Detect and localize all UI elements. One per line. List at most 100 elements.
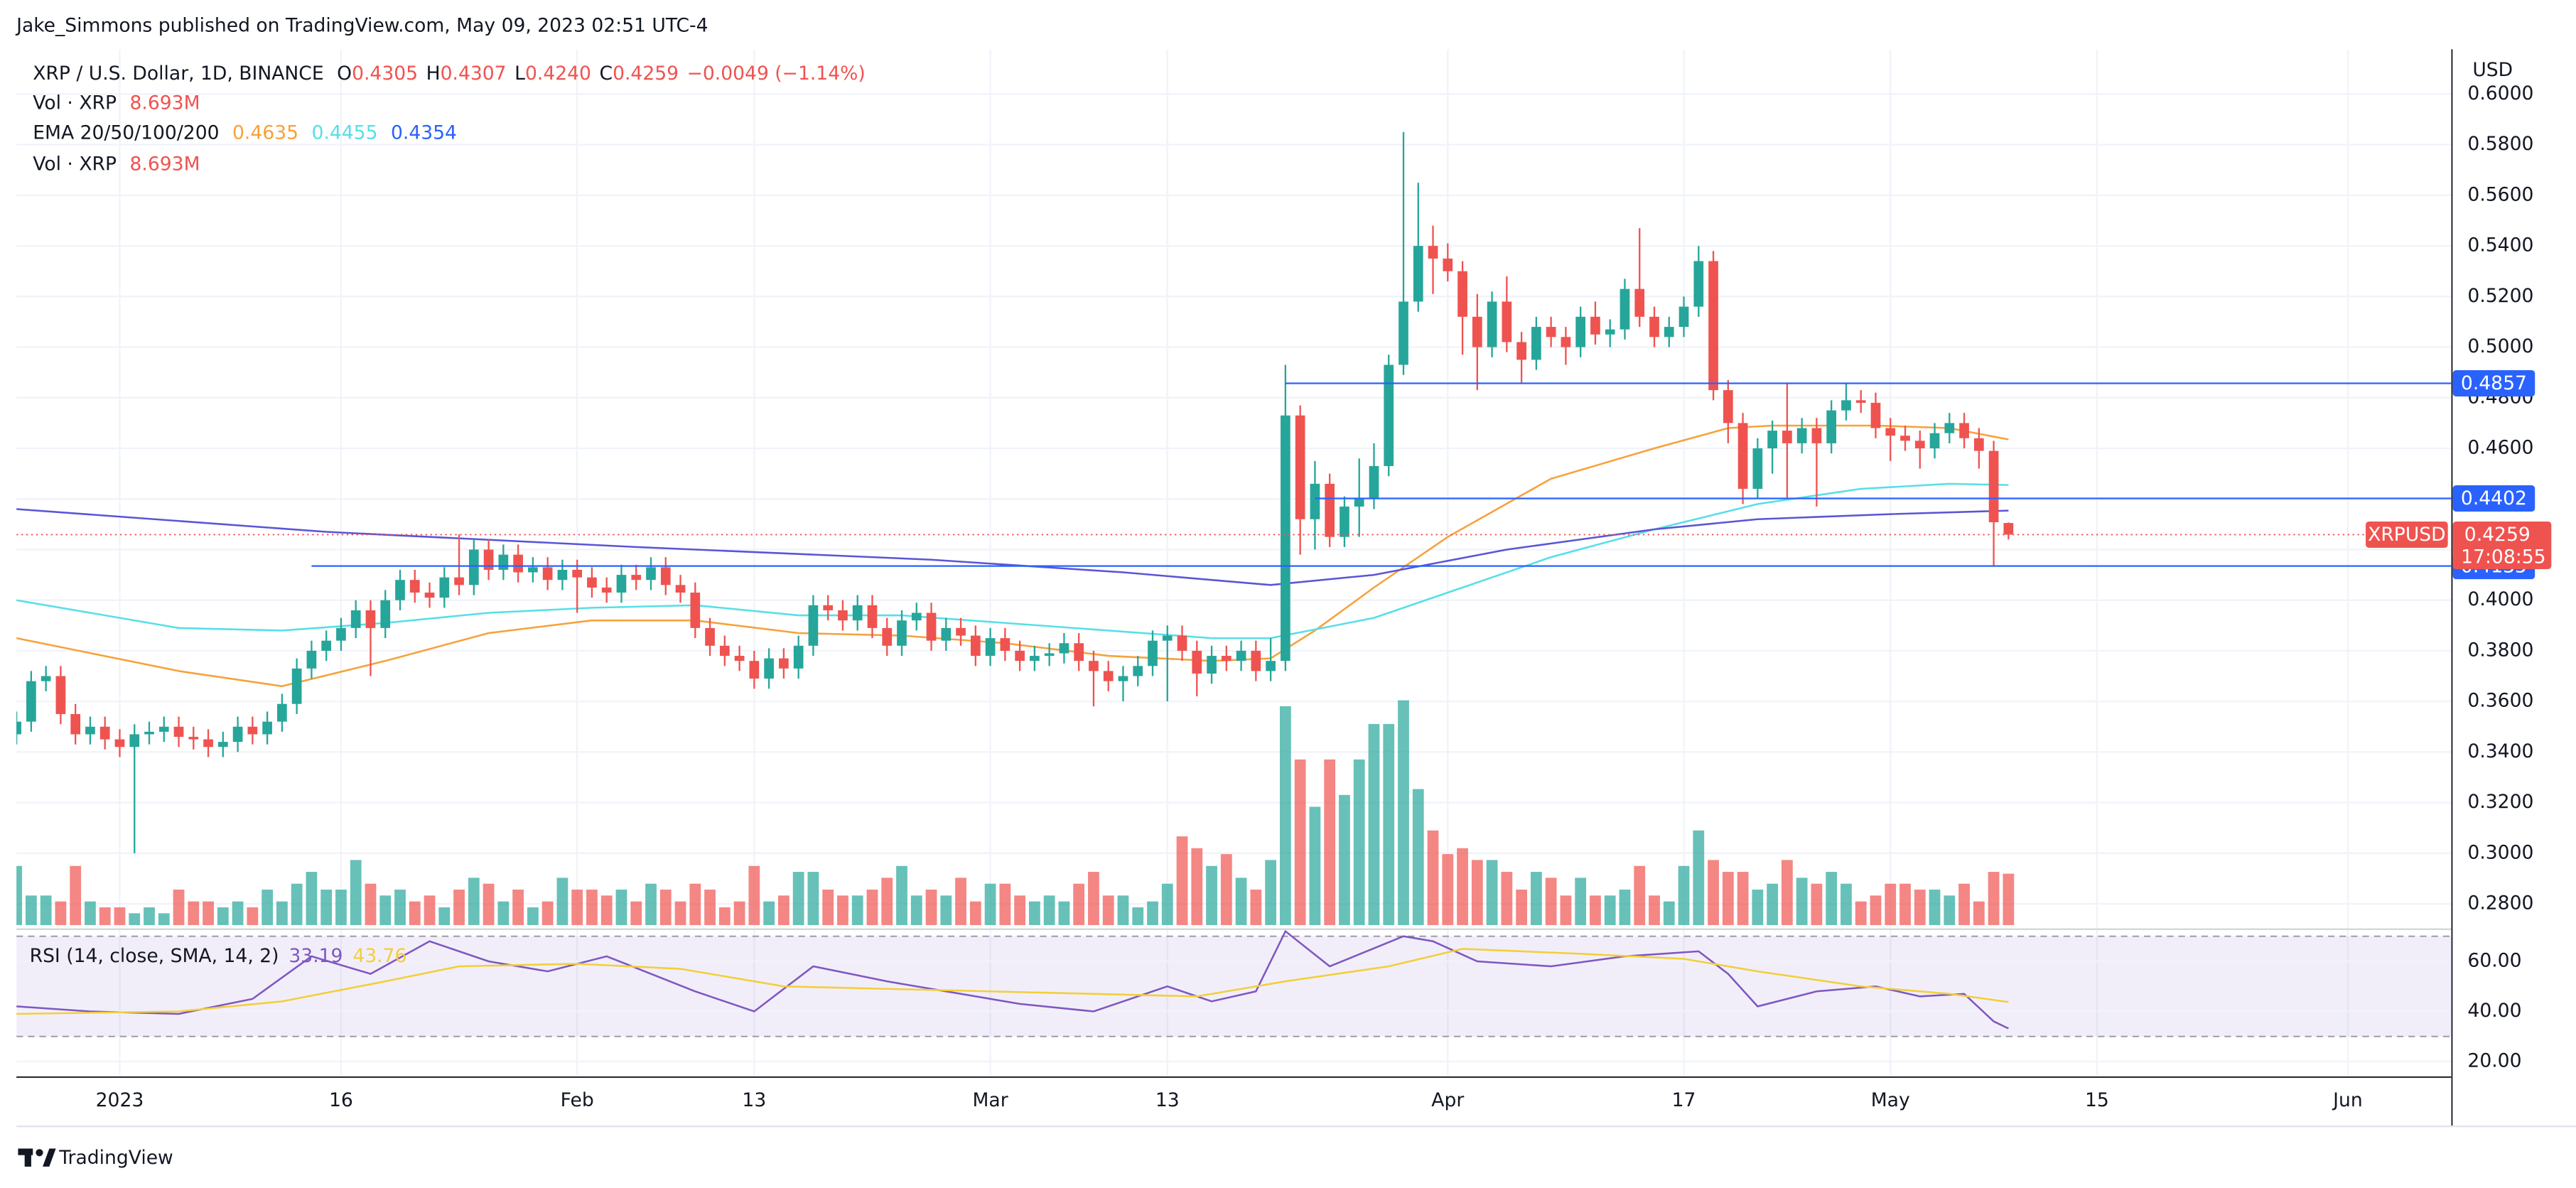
candle-body	[1015, 650, 1025, 662]
candle-body	[1340, 506, 1349, 537]
candle-body	[587, 577, 597, 588]
candle-body	[468, 549, 479, 585]
volume-bar	[1929, 890, 1941, 925]
volume-bar	[232, 901, 244, 925]
candle-body	[660, 567, 671, 585]
candle-body	[114, 739, 125, 747]
volume-bar	[1501, 872, 1513, 925]
volume-bar	[674, 901, 686, 925]
volume-bar	[571, 890, 583, 925]
candle-body	[1929, 433, 1940, 449]
candle-body	[675, 585, 686, 593]
candle-body	[454, 577, 464, 585]
ema-value: 0.4354	[391, 122, 457, 144]
candle-body	[99, 726, 110, 740]
rsi-tick-label: 40.00	[2467, 1000, 2521, 1022]
y-tick-label: 0.6000	[2467, 82, 2533, 104]
volume-bar	[1899, 883, 1911, 925]
candle-body	[867, 605, 878, 628]
candle-body	[439, 577, 450, 598]
candle-body	[1030, 656, 1040, 662]
volume-bar	[1530, 872, 1542, 925]
candle-body	[572, 569, 583, 578]
brand: TradingView	[58, 1147, 173, 1169]
countdown: 17:08:55	[2461, 546, 2545, 568]
volume-bar	[1043, 895, 1055, 925]
volume-label: Vol · XRP	[33, 153, 117, 175]
candle-body	[483, 549, 494, 570]
volume-bar	[409, 901, 421, 925]
y-tick-label: 0.3000	[2467, 841, 2533, 863]
candle-body	[395, 580, 405, 600]
volume-bar	[1161, 883, 1173, 925]
legend-volume: Vol · XRP 8.693M	[33, 153, 200, 175]
volume-bar	[1545, 878, 1557, 925]
volume-bar	[1560, 895, 1572, 925]
candle-body	[764, 658, 774, 679]
last-price-box	[2452, 521, 2552, 570]
legend-ema: EMA 20/50/100/200 0.4635 0.4455 0.4354	[33, 122, 457, 144]
candle-body	[1399, 301, 1408, 365]
volume-bar	[1634, 865, 1646, 925]
volume-bar	[527, 907, 539, 925]
volume-bar	[203, 901, 214, 925]
volume-bar	[1088, 872, 1099, 925]
volume-bar	[704, 890, 716, 925]
volume-bar	[85, 901, 96, 925]
ohlc-value: 0.4305	[352, 63, 418, 85]
volume-bar	[718, 907, 731, 925]
volume-bar	[379, 895, 392, 925]
x-tick-label: Jun	[2332, 1089, 2363, 1111]
price-box-label: 0.4857	[2461, 372, 2527, 394]
candle-body	[188, 737, 199, 740]
ema-value: 0.4455	[311, 122, 377, 144]
rsi-value: 43.76	[352, 944, 406, 966]
volume-bar	[1235, 878, 1247, 925]
volume-bar	[424, 895, 436, 925]
volume-bar	[25, 895, 37, 925]
volume-bar	[1752, 890, 1764, 925]
volume-bar	[1855, 901, 1867, 925]
candle-body	[1973, 438, 1984, 451]
volume-bar	[763, 901, 775, 925]
candle-body	[1900, 436, 1910, 441]
y-tick-label: 0.4600	[2467, 437, 2533, 459]
candle-body	[1664, 327, 1674, 338]
candle-body	[897, 620, 907, 646]
candle-body	[1354, 499, 1364, 507]
y-tick-label: 0.2800	[2467, 892, 2533, 914]
rsi-title: RSI (14, close, SMA, 14, 2)	[30, 944, 279, 966]
volume-bar	[1841, 883, 1852, 925]
candle-body	[321, 640, 332, 651]
ema-line	[16, 508, 2009, 586]
candle-body	[1885, 428, 1896, 436]
y-tick-label: 0.5400	[2467, 234, 2533, 256]
volume-bar	[1339, 794, 1350, 925]
candle-body	[1325, 483, 1335, 537]
volume-bar	[335, 890, 347, 925]
volume-bar	[1649, 895, 1660, 925]
candle-body	[380, 600, 391, 628]
volume-bar	[1590, 895, 1601, 925]
candle-body	[1044, 653, 1055, 657]
candle-body	[158, 726, 169, 732]
volume-bar	[1279, 706, 1291, 925]
y-tick-label: 0.5000	[2467, 335, 2533, 357]
ohlc-label: C	[600, 63, 613, 85]
volume-bar	[1575, 878, 1587, 925]
volume-bar	[689, 883, 701, 925]
volume-bar	[1811, 883, 1823, 925]
candle-body	[513, 554, 523, 573]
volume-bar	[512, 890, 524, 925]
volume-bar	[276, 901, 288, 925]
candle-body	[1207, 656, 1217, 674]
volume-bar	[40, 895, 52, 925]
candle-body	[1310, 483, 1320, 519]
volume-bar	[541, 901, 554, 925]
candle-body	[690, 593, 701, 628]
volume-bar	[733, 901, 745, 925]
ema-label: EMA 20/50/100/200	[33, 122, 219, 144]
candle-body	[1561, 337, 1571, 347]
candle-body	[1266, 661, 1276, 671]
volume-bar	[394, 890, 406, 925]
